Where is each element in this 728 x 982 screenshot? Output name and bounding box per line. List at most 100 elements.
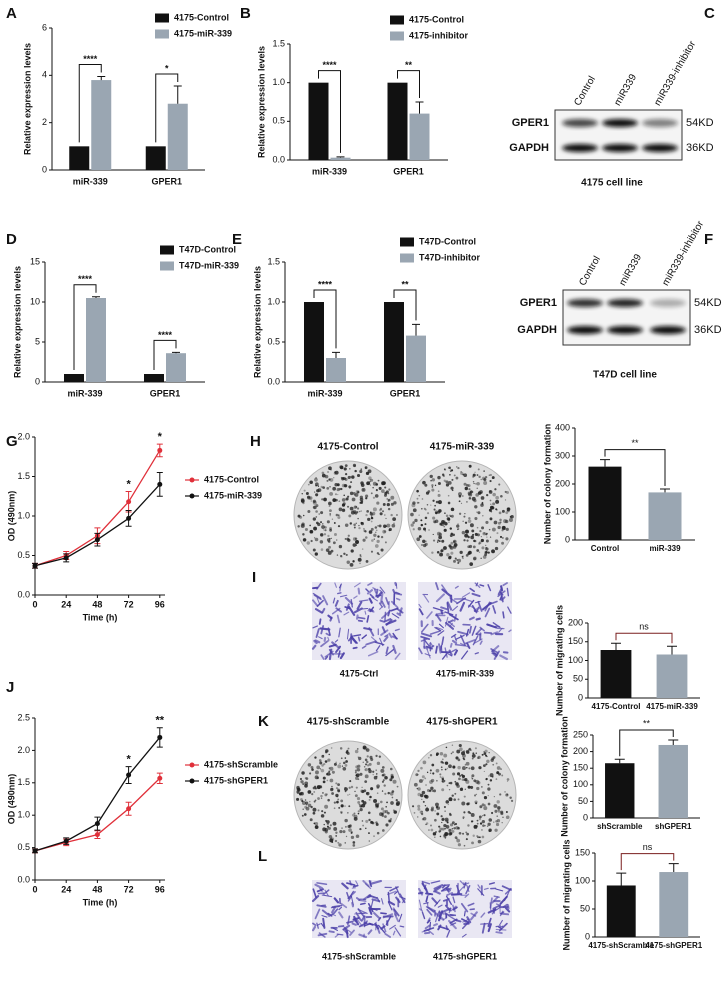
colony [443,779,446,782]
cell [499,919,503,926]
cell [449,642,453,648]
cell [357,619,363,623]
colony [451,827,454,830]
significance-label: **** [158,330,173,340]
colony [306,541,310,545]
colony [434,510,439,514]
colony [482,555,487,559]
cell [395,896,401,904]
colony [322,754,325,757]
significance-label: * [126,478,131,490]
colony [444,810,446,812]
error-bar [332,351,340,358]
cell [487,917,492,928]
cell [429,921,432,930]
colony [332,498,337,503]
colony [355,522,357,524]
y-tick-label: 5 [35,336,40,346]
colony [391,523,396,528]
colony [496,532,499,535]
colony [365,748,370,752]
colony [372,770,375,773]
colony [361,799,365,803]
colony [426,504,429,506]
colony [377,535,380,538]
colony [312,505,316,509]
cell [396,612,402,617]
colony [349,506,354,511]
colony [312,807,317,812]
cell [327,614,333,620]
colony [359,804,363,808]
colony [489,773,494,778]
colony [444,828,446,830]
colony [320,511,324,515]
y-axis-label: Number of migrating cells [561,839,571,950]
colony [329,528,333,532]
colony [437,475,441,480]
legend-label: 4175-miR-339 [204,490,262,500]
cell [425,905,436,912]
band-size: 36KD [694,324,722,336]
colony [479,805,483,809]
colony [369,479,372,481]
colony [383,530,387,533]
cell [380,912,387,915]
colony [314,821,319,826]
cell [440,606,448,611]
significance-bracket [397,70,420,98]
colony [416,489,419,493]
colony [395,802,400,807]
bar [326,358,346,382]
colony [475,752,477,754]
colony [368,476,372,480]
cell [462,597,473,602]
panel-letter: G [6,433,18,450]
colony [334,471,337,474]
colony [473,557,477,561]
colony [431,486,434,488]
colony [444,512,446,514]
colony [344,825,347,828]
colony [483,814,486,817]
colony [505,537,509,541]
blot-caption: 4175 cell line [581,178,643,189]
colony [463,778,466,782]
significance-label: ns [643,842,653,852]
colony [422,800,425,803]
colony [363,766,366,768]
image-caption: 4175-shScramble [307,717,390,728]
colony [363,789,367,793]
colony [460,787,463,790]
colony [440,815,443,818]
cell [502,611,505,619]
significance-label: **** [78,274,93,284]
cell [317,932,328,937]
colony [481,815,484,817]
panel-letter: C [704,5,715,22]
legend-swatch [155,13,169,23]
y-axis-label: OD (490nm) [6,491,16,542]
colony [324,474,329,479]
cell [399,607,403,615]
cell [435,593,445,603]
bar [387,82,408,160]
error-bar [616,872,627,886]
significance-label: **** [83,54,98,64]
colony [445,480,449,484]
colony [501,536,504,539]
cell [500,911,505,915]
colony [317,797,320,800]
bar [91,80,112,170]
colony [456,772,461,776]
significance-bracket [615,632,673,644]
colony [340,555,342,557]
colony [465,529,469,534]
colony [488,818,493,822]
band [567,299,603,307]
colony [413,812,416,814]
band-size: 36KD [686,142,714,154]
colony [476,786,480,791]
colony [509,796,512,800]
cell [479,626,485,632]
